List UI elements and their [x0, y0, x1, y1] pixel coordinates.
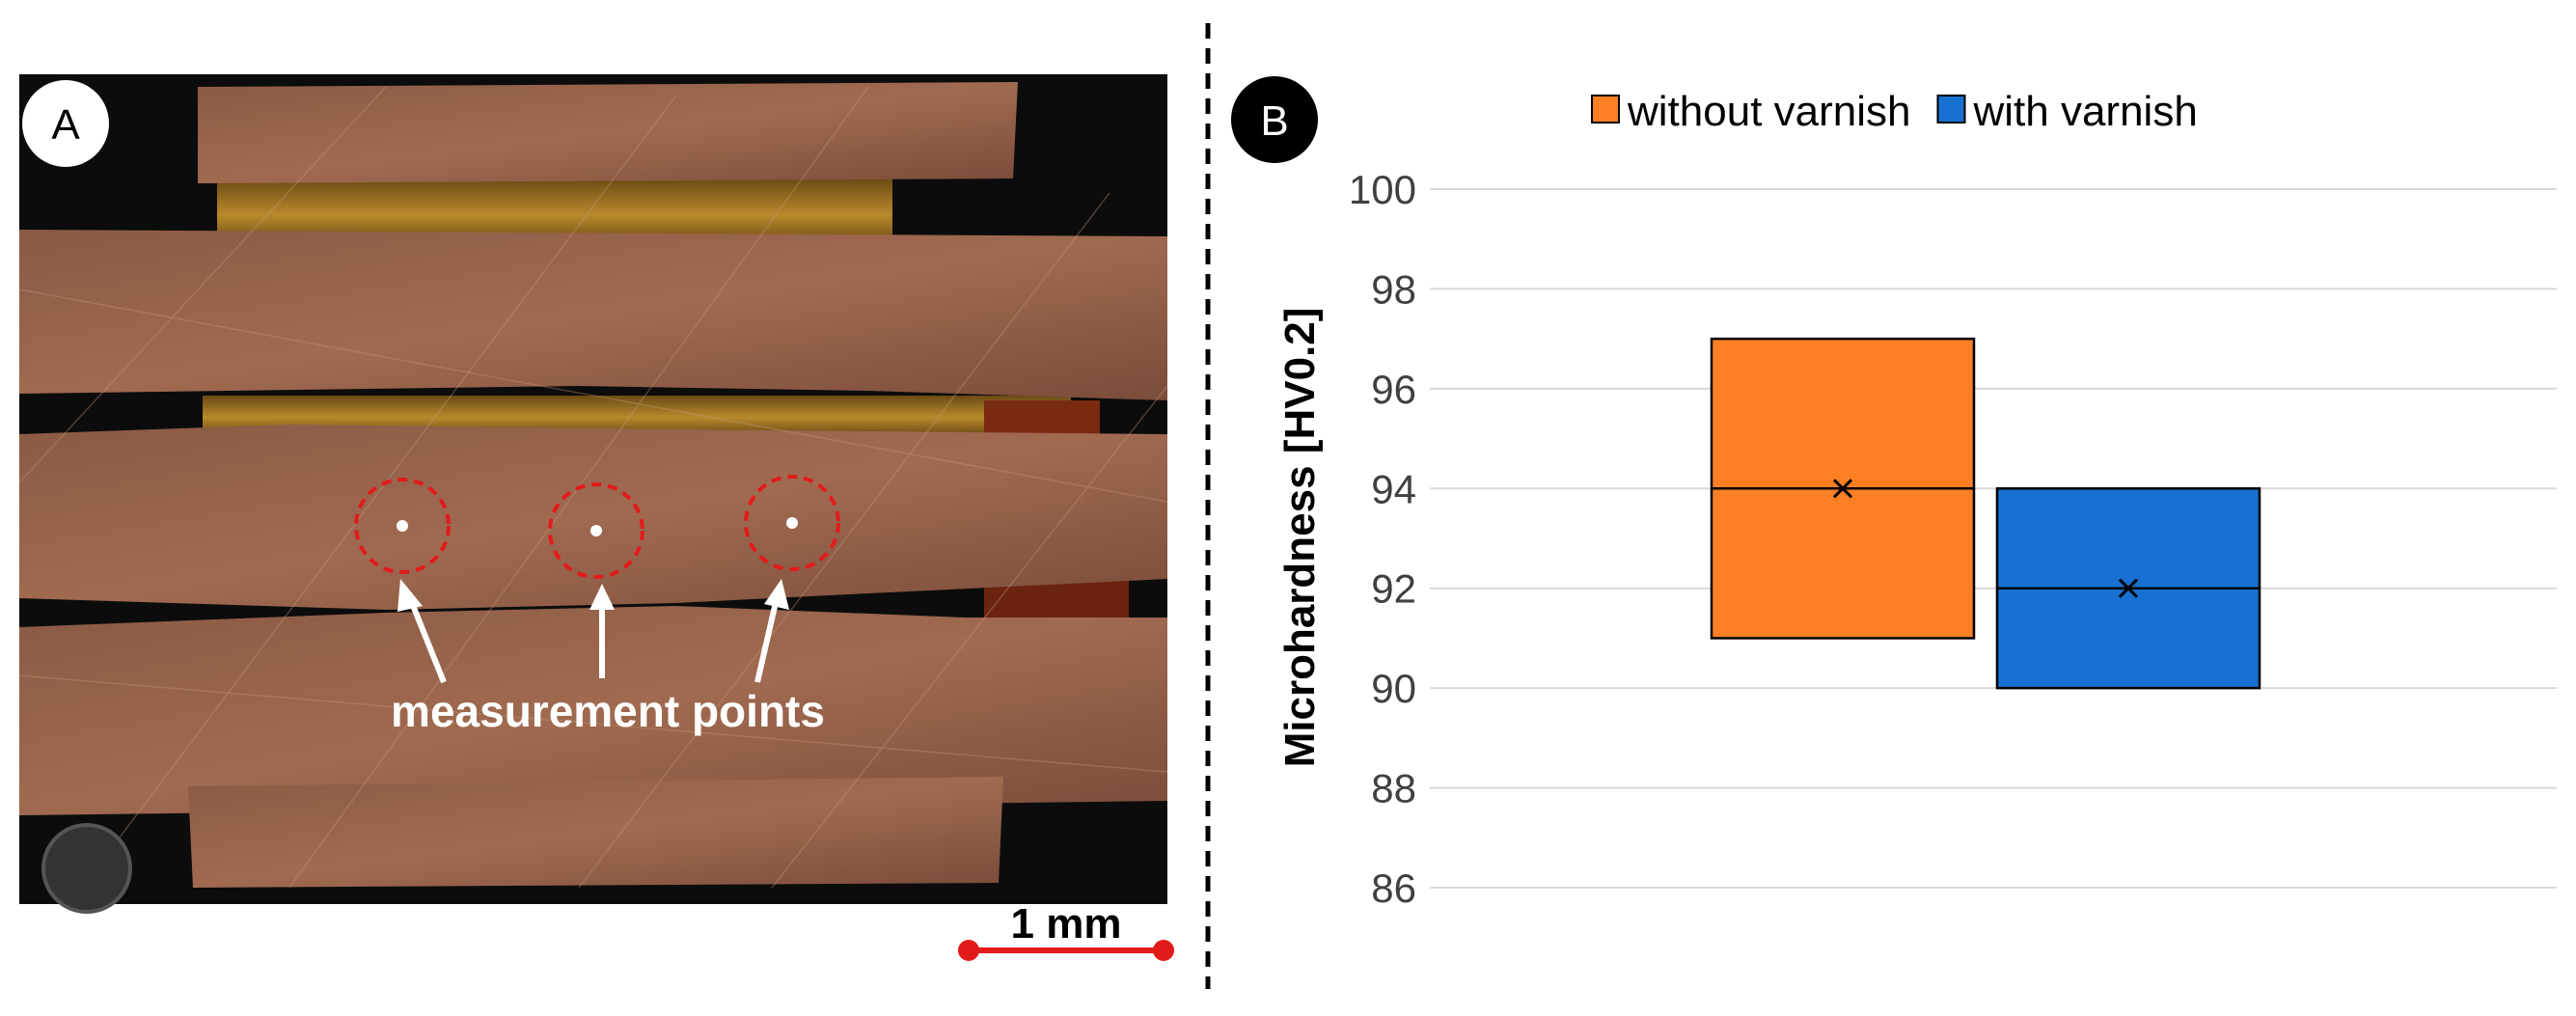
panel-label: A [51, 101, 80, 149]
y-tick-label: 86 [1371, 865, 1416, 911]
legend-label: without varnish [1627, 88, 1910, 135]
panel-badge [22, 80, 109, 167]
plot: 86 88 90 92 94 96 98 100 without varnish with var… [1349, 88, 2557, 911]
y-tick-label: 98 [1371, 266, 1416, 312]
y-tick-label: 88 [1371, 766, 1416, 811]
y-tick-label: 96 [1371, 367, 1416, 412]
legend-swatch [1936, 95, 1966, 124]
mean-marker [1832, 479, 1853, 499]
y-tick-label: 94 [1371, 466, 1416, 511]
scale-label: 1 mm [1011, 900, 1122, 947]
micrograph [18, 74, 1168, 914]
y-tick-label: 100 [1349, 167, 1416, 212]
panel-label: B [1260, 97, 1288, 145]
annotation: measurement points [391, 686, 825, 736]
y-axis-label: Microhardness [HV0.2] [1276, 308, 1324, 768]
legend-label: with varnish [1972, 88, 2197, 135]
mean-marker [2118, 578, 2139, 598]
legend-swatch [1591, 95, 1620, 124]
y-tick-label: 90 [1371, 666, 1416, 711]
y-tick-label: 92 [1371, 566, 1416, 612]
scale-bar [958, 940, 1174, 961]
panel-badge [1231, 76, 1318, 163]
